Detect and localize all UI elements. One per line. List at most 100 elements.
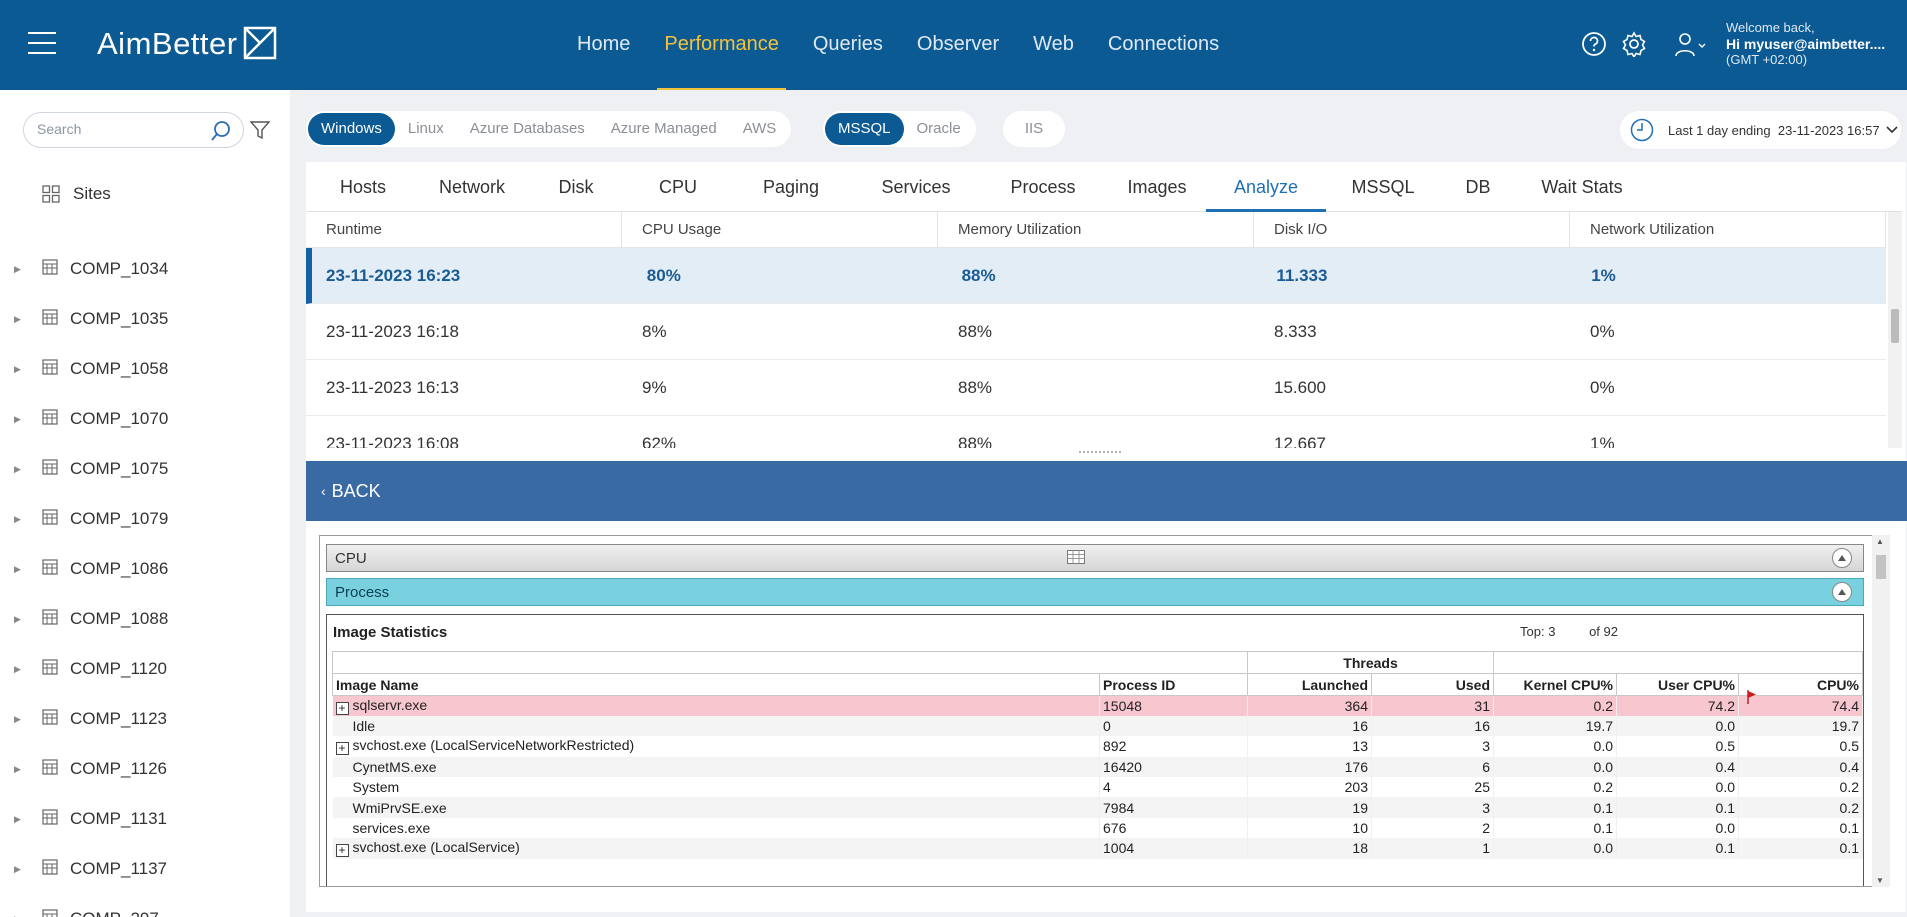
sidebar-item-comp-1075[interactable]: ▶ COMP_1075 bbox=[0, 444, 290, 494]
column-header-network-utilization[interactable]: Network Utilization bbox=[1570, 212, 1886, 247]
user-avatar-icon[interactable] bbox=[1674, 31, 1708, 57]
sidebar-item-comp-1126[interactable]: ▶ COMP_1126 bbox=[0, 744, 290, 794]
tab-images[interactable]: Images bbox=[1127, 177, 1187, 197]
sidebar-item-comp-1131[interactable]: ▶ COMP_1131 bbox=[0, 794, 290, 844]
column-header-memory-utilization[interactable]: Memory Utilization bbox=[938, 212, 1254, 247]
column-header-image-name[interactable]: Image Name bbox=[332, 673, 1100, 696]
sidebar-item-comp-1086[interactable]: ▶ COMP_1086 bbox=[0, 544, 290, 594]
table-view-icon[interactable] bbox=[1067, 550, 1085, 564]
caret-right-icon[interactable]: ▶ bbox=[14, 463, 21, 474]
table-row[interactable]: + svchost.exe (LocalService) 1004 18 1 0.0 0.1… bbox=[332, 838, 1863, 859]
caret-right-icon[interactable]: ▶ bbox=[14, 513, 21, 524]
user-welcome[interactable]: Welcome back, Hi myuser@aimbetter.... (G… bbox=[1726, 20, 1885, 68]
time-range-picker[interactable]: Last 1 day ending 23-11-2023 16:57 bbox=[1620, 111, 1901, 149]
nav-queries[interactable]: Queries bbox=[812, 33, 883, 55]
nav-observer[interactable]: Observer bbox=[916, 33, 1000, 55]
tab-db[interactable]: DB bbox=[1465, 177, 1491, 197]
table-row[interactable]: 23-11-2023 16:08 62% 88% 12.667 1% bbox=[306, 416, 1886, 448]
sidebar-item-comp-1088[interactable]: ▶ COMP_1088 bbox=[0, 594, 290, 644]
nav-web[interactable]: Web bbox=[1033, 33, 1074, 55]
process-collapse-button[interactable] bbox=[1832, 582, 1852, 602]
chip-windows[interactable]: Windows bbox=[308, 113, 395, 145]
tab-wait-stats[interactable]: Wait Stats bbox=[1541, 177, 1623, 197]
chip-azure-databases[interactable]: Azure Databases bbox=[469, 120, 585, 137]
column-header-runtime[interactable]: Runtime bbox=[306, 212, 622, 247]
sidebar-item-comp-1079[interactable]: ▶ COMP_1079 bbox=[0, 494, 290, 544]
search-icon[interactable] bbox=[210, 120, 232, 142]
search-input[interactable] bbox=[37, 121, 197, 137]
column-header-cpu-usage[interactable]: CPU Usage bbox=[622, 212, 938, 247]
cpu-section-bar[interactable]: CPU bbox=[326, 544, 1864, 572]
caret-right-icon[interactable]: ▶ bbox=[14, 813, 21, 824]
sidebar-item-comp-1070[interactable]: ▶ COMP_1070 bbox=[0, 394, 290, 444]
report-scrollbar[interactable]: ▲ ▼ bbox=[1872, 535, 1890, 887]
help-icon[interactable] bbox=[1581, 31, 1607, 57]
tab-services[interactable]: Services bbox=[881, 177, 951, 197]
chip-azure-managed[interactable]: Azure Managed bbox=[610, 120, 717, 137]
scroll-down-icon[interactable]: ▼ bbox=[1876, 876, 1884, 885]
column-header-cpu[interactable]: CPU% bbox=[1738, 673, 1863, 696]
sidebar-item-comp-1137[interactable]: ▶ COMP_1137 bbox=[0, 844, 290, 894]
table-row[interactable]: + sqlservr.exe 15048 364 31 0.2 74.2 74.4 bbox=[332, 695, 1863, 716]
sidebar-item-comp-1123[interactable]: ▶ COMP_1123 bbox=[0, 694, 290, 744]
top-value[interactable]: 3 bbox=[1548, 624, 1556, 639]
sidebar-item-comp-297[interactable]: ▶ COMP_297 bbox=[0, 894, 290, 917]
chip-aws[interactable]: AWS bbox=[742, 120, 777, 137]
sidebar-item-comp-1058[interactable]: ▶ COMP_1058 bbox=[0, 344, 290, 394]
column-header-launched[interactable]: Launched bbox=[1247, 673, 1372, 696]
tab-network[interactable]: Network bbox=[438, 177, 505, 197]
tab-cpu[interactable]: CPU bbox=[658, 177, 697, 197]
tab-process[interactable]: Process bbox=[1010, 177, 1076, 197]
caret-right-icon[interactable]: ▶ bbox=[14, 914, 26, 917]
chip-linux[interactable]: Linux bbox=[407, 120, 444, 137]
caret-right-icon[interactable]: ▶ bbox=[14, 413, 21, 424]
table-row[interactable]: 23-11-2023 16:23 80% 88% 11.333 1% bbox=[306, 248, 1886, 304]
chip-oracle[interactable]: Oracle bbox=[916, 120, 961, 137]
table-row[interactable]: CynetMS.exe 16420 176 6 0.0 0.4 0.4 bbox=[332, 756, 1863, 778]
tab-mssql[interactable]: MSSQL bbox=[1351, 177, 1415, 197]
column-header-kernel-cpu[interactable]: Kernel CPU% bbox=[1493, 673, 1617, 696]
chip-iis[interactable]: IIS bbox=[1024, 120, 1044, 137]
scrollbar-thumb[interactable] bbox=[1891, 309, 1899, 343]
settings-gear-icon[interactable] bbox=[1621, 31, 1647, 57]
sidebar-item-comp-1035[interactable]: ▶ COMP_1035 bbox=[0, 294, 290, 344]
brand-logo[interactable]: AimBetter bbox=[97, 26, 238, 61]
table-row[interactable]: services.exe 676 10 2 0.1 0.0 0.1 bbox=[332, 817, 1863, 839]
caret-right-icon[interactable]: ▶ bbox=[14, 713, 21, 724]
caret-right-icon[interactable]: ▶ bbox=[14, 613, 21, 624]
caret-right-icon[interactable]: ▶ bbox=[14, 863, 21, 874]
caret-right-icon[interactable]: ▶ bbox=[14, 663, 21, 674]
sidebar-item-comp-1120[interactable]: ▶ COMP_1120 bbox=[0, 644, 290, 694]
hamburger-menu-icon[interactable] bbox=[28, 32, 56, 56]
expand-plus-icon[interactable]: + bbox=[335, 742, 349, 756]
caret-right-icon[interactable]: ▶ bbox=[14, 363, 21, 374]
chip-mssql[interactable]: MSSQL bbox=[825, 113, 904, 145]
report-scrollbar-thumb[interactable] bbox=[1876, 555, 1886, 579]
expand-plus-icon[interactable]: + bbox=[335, 701, 349, 715]
cpu-collapse-button[interactable] bbox=[1832, 548, 1852, 568]
column-header-process-id[interactable]: Process ID bbox=[1099, 673, 1248, 696]
table-row[interactable]: WmiPrvSE.exe 7984 19 3 0.1 0.1 0.2 bbox=[332, 797, 1863, 818]
nav-home[interactable]: Home bbox=[577, 33, 631, 55]
caret-right-icon[interactable]: ▶ bbox=[14, 313, 21, 324]
caret-right-icon[interactable]: ▶ bbox=[14, 763, 21, 774]
tab-analyze[interactable]: Analyze bbox=[1206, 162, 1326, 212]
expand-plus-icon[interactable]: + bbox=[335, 844, 349, 858]
analyze-grid-scrollbar[interactable] bbox=[1888, 212, 1902, 448]
tab-disk[interactable]: Disk bbox=[558, 177, 594, 197]
column-header-disk-i-o[interactable]: Disk I/O bbox=[1254, 212, 1570, 247]
table-row[interactable]: System 4 203 25 0.2 0.0 0.2 bbox=[332, 777, 1863, 798]
sites-root[interactable]: Sites bbox=[42, 184, 111, 204]
back-button[interactable]: ‹ BACK bbox=[306, 461, 1907, 521]
nav-connections[interactable]: Connections bbox=[1107, 33, 1220, 55]
scroll-up-icon[interactable]: ▲ bbox=[1876, 537, 1884, 546]
table-row[interactable]: Idle 0 16 16 19.7 0.0 19.7 bbox=[332, 715, 1863, 737]
split-resize-handle[interactable] bbox=[1078, 450, 1122, 454]
column-header-user-cpu[interactable]: User CPU% bbox=[1616, 673, 1739, 696]
caret-right-icon[interactable]: ▶ bbox=[14, 563, 21, 574]
caret-right-icon[interactable]: ▶ bbox=[14, 263, 21, 274]
tab-paging[interactable]: Paging bbox=[762, 177, 820, 197]
sidebar-item-comp-1034[interactable]: ▶ COMP_1034 bbox=[0, 244, 290, 294]
nav-performance[interactable]: Performance bbox=[647, 0, 796, 90]
column-header-used[interactable]: Used bbox=[1371, 673, 1494, 696]
